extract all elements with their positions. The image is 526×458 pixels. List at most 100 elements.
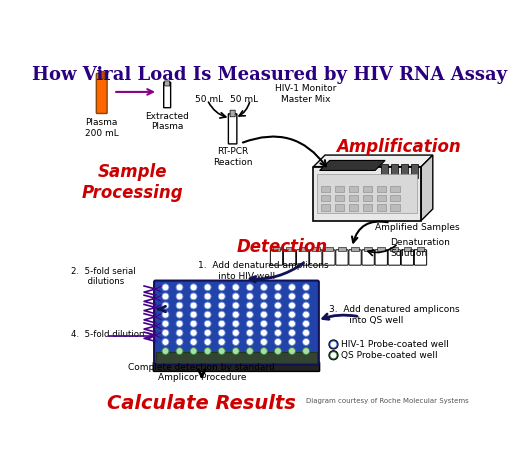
Circle shape <box>289 302 296 309</box>
Circle shape <box>232 293 239 300</box>
Text: HIV-1 Monitor
Master Mix: HIV-1 Monitor Master Mix <box>275 84 337 104</box>
FancyBboxPatch shape <box>284 250 296 265</box>
Circle shape <box>260 320 267 327</box>
Circle shape <box>218 302 225 309</box>
Polygon shape <box>313 167 421 220</box>
Bar <box>321 195 330 201</box>
Circle shape <box>176 311 183 318</box>
Bar <box>272 247 280 251</box>
Circle shape <box>246 338 254 345</box>
Bar <box>335 186 344 192</box>
FancyBboxPatch shape <box>388 250 400 265</box>
Circle shape <box>246 320 254 327</box>
Text: Calculate Results: Calculate Results <box>107 394 296 413</box>
Circle shape <box>218 311 225 318</box>
Text: How Viral Load Is Measured by HIV RNA Assay: How Viral Load Is Measured by HIV RNA As… <box>32 66 507 84</box>
FancyBboxPatch shape <box>165 81 170 86</box>
Bar <box>349 186 358 192</box>
Bar <box>317 174 418 213</box>
Circle shape <box>329 340 338 349</box>
Bar <box>299 247 307 251</box>
Bar <box>377 204 386 211</box>
Circle shape <box>190 302 197 309</box>
Text: Complete detection by standard
Amplicor Procedure: Complete detection by standard Amplicor … <box>128 363 275 382</box>
Bar <box>156 352 317 363</box>
FancyBboxPatch shape <box>414 250 427 265</box>
Circle shape <box>204 320 211 327</box>
Circle shape <box>162 338 169 345</box>
Circle shape <box>275 302 281 309</box>
Circle shape <box>232 348 239 354</box>
Text: Extracted
Plasma: Extracted Plasma <box>145 112 189 131</box>
Circle shape <box>275 338 281 345</box>
Circle shape <box>204 348 211 354</box>
Text: 3.  Add denatured amplicons
       into QS well: 3. Add denatured amplicons into QS well <box>329 305 460 325</box>
Circle shape <box>218 293 225 300</box>
Circle shape <box>289 338 296 345</box>
Circle shape <box>162 348 169 354</box>
Polygon shape <box>421 155 433 220</box>
FancyBboxPatch shape <box>349 250 361 265</box>
Circle shape <box>330 341 337 348</box>
Circle shape <box>190 348 197 354</box>
Circle shape <box>246 302 254 309</box>
Text: Detection: Detection <box>237 238 328 256</box>
Bar <box>390 195 400 201</box>
Text: Sample
Processing: Sample Processing <box>82 163 184 202</box>
FancyBboxPatch shape <box>270 250 282 265</box>
Circle shape <box>162 320 169 327</box>
Circle shape <box>232 302 239 309</box>
Text: Diagram courtesy of Roche Molecular Systems: Diagram courtesy of Roche Molecular Syst… <box>306 398 469 404</box>
Circle shape <box>218 329 225 336</box>
Circle shape <box>302 348 309 354</box>
Circle shape <box>176 302 183 309</box>
Bar <box>390 204 400 211</box>
Circle shape <box>204 311 211 318</box>
Bar <box>321 204 330 211</box>
Circle shape <box>302 338 309 345</box>
Circle shape <box>302 293 309 300</box>
Bar <box>377 247 385 251</box>
Text: Amplified Samples: Amplified Samples <box>375 223 460 232</box>
FancyBboxPatch shape <box>336 250 348 265</box>
FancyBboxPatch shape <box>99 71 104 78</box>
Bar <box>390 186 400 192</box>
Circle shape <box>162 311 169 318</box>
Circle shape <box>176 284 183 291</box>
FancyBboxPatch shape <box>164 82 170 108</box>
Circle shape <box>176 293 183 300</box>
Circle shape <box>190 293 197 300</box>
Bar <box>363 195 372 201</box>
Bar <box>411 164 418 178</box>
Circle shape <box>176 329 183 336</box>
Circle shape <box>190 329 197 336</box>
Circle shape <box>246 329 254 336</box>
Circle shape <box>232 284 239 291</box>
Circle shape <box>204 302 211 309</box>
Circle shape <box>275 311 281 318</box>
Circle shape <box>190 311 197 318</box>
Bar <box>377 195 386 201</box>
Circle shape <box>176 320 183 327</box>
Circle shape <box>232 311 239 318</box>
Circle shape <box>275 348 281 354</box>
Circle shape <box>162 302 169 309</box>
Circle shape <box>176 338 183 345</box>
FancyBboxPatch shape <box>228 114 237 144</box>
FancyBboxPatch shape <box>375 250 387 265</box>
Circle shape <box>246 284 254 291</box>
FancyBboxPatch shape <box>230 110 235 117</box>
FancyBboxPatch shape <box>297 250 309 265</box>
FancyBboxPatch shape <box>154 281 319 365</box>
Bar <box>286 247 294 251</box>
Text: Plasma
200 mL: Plasma 200 mL <box>85 118 118 137</box>
Circle shape <box>289 329 296 336</box>
Circle shape <box>218 284 225 291</box>
Circle shape <box>275 320 281 327</box>
Circle shape <box>275 293 281 300</box>
FancyBboxPatch shape <box>153 362 320 371</box>
Circle shape <box>289 293 296 300</box>
Circle shape <box>302 302 309 309</box>
Text: Denaturation
Solution: Denaturation Solution <box>390 238 450 257</box>
Circle shape <box>275 284 281 291</box>
